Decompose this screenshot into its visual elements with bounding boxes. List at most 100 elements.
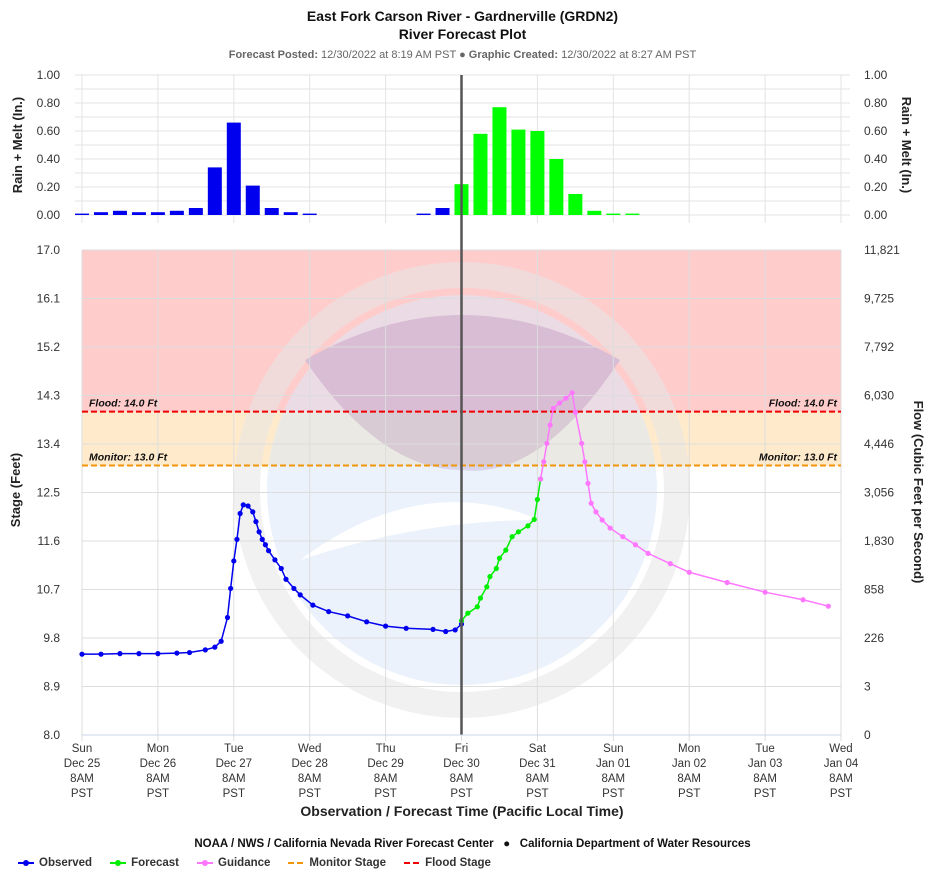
- data-point-forecast: [493, 565, 499, 572]
- data-point-observed: [272, 557, 278, 563]
- stage-ytick: 13.4: [37, 437, 61, 451]
- legend-item-observed[interactable]: Observed: [18, 857, 92, 869]
- xtick-label: 8AM: [374, 773, 398, 785]
- line-dot-icon: [18, 860, 34, 866]
- xtick-label: Jan 01: [596, 758, 631, 770]
- data-point-guidance: [762, 589, 768, 595]
- data-point-forecast: [477, 595, 484, 601]
- precip-bar-forecast: [473, 133, 488, 215]
- xtick-label: PST: [147, 788, 169, 800]
- legend-item-monitor-stage[interactable]: Monitor Stage: [288, 857, 386, 869]
- data-point-guidance: [572, 409, 578, 415]
- data-point-observed: [253, 519, 259, 525]
- data-point-guidance: [579, 440, 585, 447]
- precip-ytick-left: 1.00: [37, 68, 61, 82]
- data-point-forecast: [465, 610, 471, 616]
- created-label: Graphic Created:: [468, 49, 559, 61]
- data-point-observed: [224, 614, 231, 621]
- data-point-observed: [291, 585, 297, 592]
- data-point-guidance: [550, 405, 556, 412]
- xtick-label: Dec 26: [140, 758, 176, 770]
- data-point-guidance: [645, 550, 651, 556]
- data-point-observed: [345, 613, 351, 619]
- precip-ylabel-right: Rain + Melt (In.): [899, 97, 914, 193]
- data-point-observed: [117, 651, 123, 657]
- data-point-observed: [98, 651, 104, 657]
- xtick-label: Mon: [678, 743, 700, 755]
- xtick-label: 8AM: [222, 773, 246, 785]
- river-forecast-chart: 0.00 0.00 0.20 0.20 0.40 0.40 0.60 0.60 0.80 0.80…: [8, 68, 926, 819]
- data-point-observed: [228, 585, 234, 592]
- xtick-label: PST: [754, 788, 776, 800]
- data-point-observed: [278, 565, 284, 572]
- data-point-guidance: [563, 395, 569, 401]
- stage-ytick: 9.8: [43, 631, 60, 645]
- stage-axis-title: Stage (Feet): [8, 453, 23, 527]
- flow-ytick: 3,056: [864, 486, 894, 500]
- precip-bar-observed: [245, 185, 260, 215]
- legend-item-flood-stage[interactable]: Flood Stage: [404, 857, 491, 869]
- xtick-label: Dec 30: [443, 758, 479, 770]
- legend-item-forecast[interactable]: Forecast: [110, 857, 179, 869]
- precip-bar-observed: [150, 212, 165, 215]
- posted-value: 12/30/2022 at 8:19 AM PST: [321, 49, 456, 61]
- data-point-guidance: [547, 422, 553, 428]
- credit-left: NOAA / NWS / California Nevada River For…: [194, 838, 494, 850]
- data-point-observed: [297, 592, 303, 598]
- flow-ytick: 0: [864, 728, 871, 742]
- precip-bar-observed: [93, 212, 108, 215]
- data-point-observed: [79, 651, 85, 657]
- xtick-label: Dec 25: [64, 758, 100, 770]
- data-point-forecast: [509, 534, 515, 540]
- precip-bar-observed: [302, 213, 317, 215]
- xtick-label: Sun: [603, 743, 623, 755]
- data-point-forecast: [487, 573, 493, 580]
- data-point-guidance: [620, 534, 626, 540]
- precip-bar-observed: [188, 208, 203, 215]
- flow-ytick: 858: [864, 583, 884, 597]
- data-point-forecast: [484, 584, 490, 590]
- xtick-label: Jan 02: [672, 758, 707, 770]
- legend-item-guidance[interactable]: Guidance: [197, 857, 270, 869]
- xtick-label: 8AM: [450, 773, 474, 785]
- precip-bar-forecast: [625, 213, 640, 215]
- data-point-guidance: [541, 459, 547, 465]
- precip-bar-forecast: [587, 210, 602, 215]
- xtick-label: Fri: [455, 743, 468, 755]
- data-point-observed: [202, 647, 208, 653]
- data-point-guidance: [800, 597, 806, 603]
- chart-title: East Fork Carson River - Gardnerville (G…: [306, 8, 619, 24]
- flow-ytick: 1,830: [864, 534, 894, 548]
- xtick-label: 8AM: [146, 773, 170, 785]
- xtick-label: PST: [374, 788, 396, 800]
- precip-bar-observed: [169, 210, 184, 215]
- data-point-observed: [234, 536, 240, 542]
- flow-ytick: 226: [864, 631, 884, 645]
- precip-ytick-left: 0.60: [37, 124, 61, 138]
- data-point-observed: [240, 502, 246, 508]
- precip-bar-observed: [131, 212, 146, 215]
- precip-ytick-left: 0.40: [37, 152, 61, 166]
- flow-ytick: 7,792: [864, 340, 894, 354]
- xtick-label: Thu: [376, 743, 396, 755]
- flow-ytick: 11,821: [864, 243, 900, 257]
- data-point-observed: [186, 649, 193, 656]
- credit-right: California Department of Water Resources: [519, 838, 751, 850]
- dash-line-icon: [404, 862, 420, 864]
- data-point-forecast: [515, 529, 522, 535]
- created-value: 12/30/2022 at 8:27 AM PST: [561, 49, 697, 61]
- data-point-observed: [155, 651, 161, 657]
- data-point-observed: [237, 510, 243, 517]
- precip-bar-forecast: [549, 159, 564, 215]
- xtick-label: Dec 29: [367, 758, 403, 770]
- flow-ytick: 3: [864, 680, 871, 694]
- legend-label: Observed: [39, 857, 93, 869]
- x-axis-title: Observation / Forecast Time (Pacific Loc…: [300, 803, 623, 819]
- xtick-label: PST: [299, 788, 321, 800]
- data-point-observed: [383, 623, 389, 629]
- xtick-label: Dec 31: [519, 758, 555, 770]
- precip-bar-forecast: [606, 213, 621, 215]
- precip-ytick-right: 0.80: [864, 96, 888, 110]
- threshold-label-right: Monitor: 13.0 Ft: [759, 452, 838, 464]
- xtick-label: Wed: [298, 743, 321, 755]
